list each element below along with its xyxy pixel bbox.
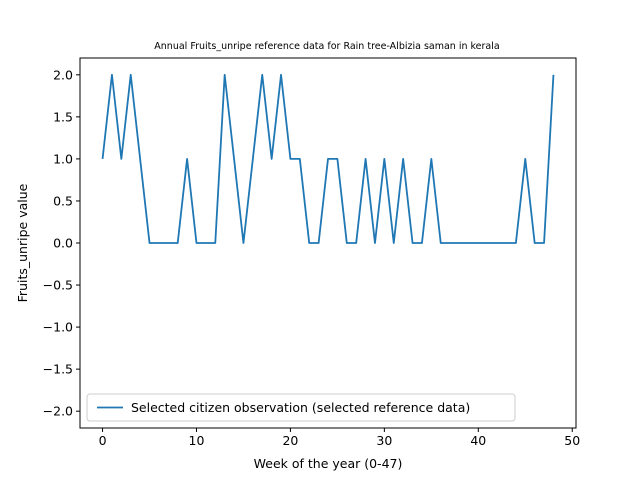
y-tick-label: −1.0 xyxy=(43,320,73,335)
series-line xyxy=(101,73,555,244)
y-axis-label: Fruits_unripe value xyxy=(15,183,30,302)
chart-title: Annual Fruits_unripe reference data for … xyxy=(154,41,499,52)
legend-label: Selected citizen observation (selected r… xyxy=(131,400,470,415)
x-axis-label: Week of the year (0-47) xyxy=(254,456,403,471)
x-tick-label: 20 xyxy=(282,433,298,448)
legend: Selected citizen observation (selected r… xyxy=(86,393,516,422)
x-tick-label: 10 xyxy=(189,433,205,448)
y-axis-ticks: −2.0 −1.5 −1.0 −0.5 0.0 0.5 1.0 1.5 2.0 xyxy=(43,67,80,419)
y-tick-label: −1.5 xyxy=(43,362,73,377)
y-tick-label: 2.0 xyxy=(53,67,73,82)
y-tick-label: −0.5 xyxy=(43,278,73,293)
y-tick-label: 0.0 xyxy=(53,236,73,251)
y-tick-label: 0.5 xyxy=(53,193,73,208)
plot-area xyxy=(101,73,555,244)
x-tick-label: 0 xyxy=(99,433,107,448)
x-tick-label: 40 xyxy=(470,433,486,448)
x-tick-label: 30 xyxy=(376,433,392,448)
x-axis-ticks: 0 10 20 30 40 50 xyxy=(99,428,580,448)
y-tick-label: 1.0 xyxy=(53,151,73,166)
x-tick-label: 50 xyxy=(564,433,580,448)
y-tick-label: −2.0 xyxy=(43,404,73,419)
y-tick-label: 1.5 xyxy=(53,109,73,124)
legend-box xyxy=(86,393,516,422)
